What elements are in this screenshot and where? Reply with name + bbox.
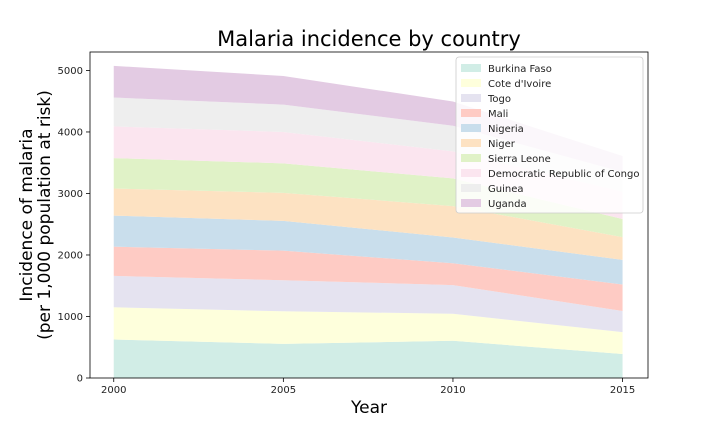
legend-swatch-mali xyxy=(461,109,481,117)
x-tick-label: 2015 xyxy=(610,385,635,396)
y-tick-label: 3000 xyxy=(58,189,83,200)
legend-swatch-uganda xyxy=(461,199,481,207)
legend-label-togo: Togo xyxy=(487,94,511,105)
area-burkina-faso xyxy=(113,339,623,378)
legend-label-guinea: Guinea xyxy=(488,184,523,195)
y-tick-label: 4000 xyxy=(58,127,83,138)
x-tick-label: 2005 xyxy=(271,385,296,396)
area-uganda xyxy=(113,65,623,172)
legend-swatch-democratic-republic-of-congo xyxy=(461,169,481,177)
area-nigeria xyxy=(113,215,623,285)
area-niger xyxy=(113,188,623,260)
legend-swatch-niger xyxy=(461,139,481,147)
x-tick-label: 2010 xyxy=(440,385,465,396)
x-axis-ticks: 2000 2005 2010 2015 xyxy=(101,378,635,396)
y-tick-label: 1000 xyxy=(58,312,83,323)
area-mali xyxy=(113,246,623,311)
legend-label-nigeria: Nigeria xyxy=(488,124,524,135)
legend-swatch-cote-d-ivoire xyxy=(461,79,481,87)
area-guinea xyxy=(113,97,623,192)
y-axis-title-line2: (per 1,000 population at risk) xyxy=(35,90,55,340)
legend-label-democratic-republic-of-congo: Democratic Republic of Congo xyxy=(488,169,639,180)
y-tick-label: 5000 xyxy=(58,66,83,77)
legend-label-burkina-faso: Burkina Faso xyxy=(488,64,552,75)
y-tick-label: 0 xyxy=(77,374,83,385)
legend-swatch-sierra-leone xyxy=(461,154,481,162)
legend-label-mali: Mali xyxy=(488,109,508,120)
plot-frame xyxy=(89,51,649,379)
legend: Burkina Faso Cote d'Ivoire Togo Mali Nigeria… xyxy=(455,56,644,214)
legend-box xyxy=(455,56,644,214)
legend-swatch-burkina-faso xyxy=(461,64,481,72)
area-sierra-leone xyxy=(113,158,623,238)
legend-label-uganda: Uganda xyxy=(488,199,527,210)
x-tick-label: 2000 xyxy=(101,385,126,396)
y-tick-label: 2000 xyxy=(58,250,83,261)
stacked-areas xyxy=(113,65,623,378)
area-cote-d-ivoire xyxy=(113,307,623,355)
y-axis-title-line1: Incidence of malaria xyxy=(17,128,37,301)
legend-label-cote-d-ivoire: Cote d'Ivoire xyxy=(488,79,551,90)
x-axis-title: Year xyxy=(350,398,387,418)
legend-swatch-guinea xyxy=(461,184,481,192)
legend-label-niger: Niger xyxy=(488,139,516,150)
chart-title: Malaria incidence by country xyxy=(217,27,521,51)
legend-swatch-nigeria xyxy=(461,124,481,132)
area-togo xyxy=(113,275,623,333)
area-democratic-republic-of-congo xyxy=(113,126,623,219)
legend-label-sierra-leone: Sierra Leone xyxy=(488,154,551,165)
y-axis-ticks: 0 1000 2000 3000 4000 5000 xyxy=(58,66,90,385)
legend-swatch-togo xyxy=(461,94,481,102)
